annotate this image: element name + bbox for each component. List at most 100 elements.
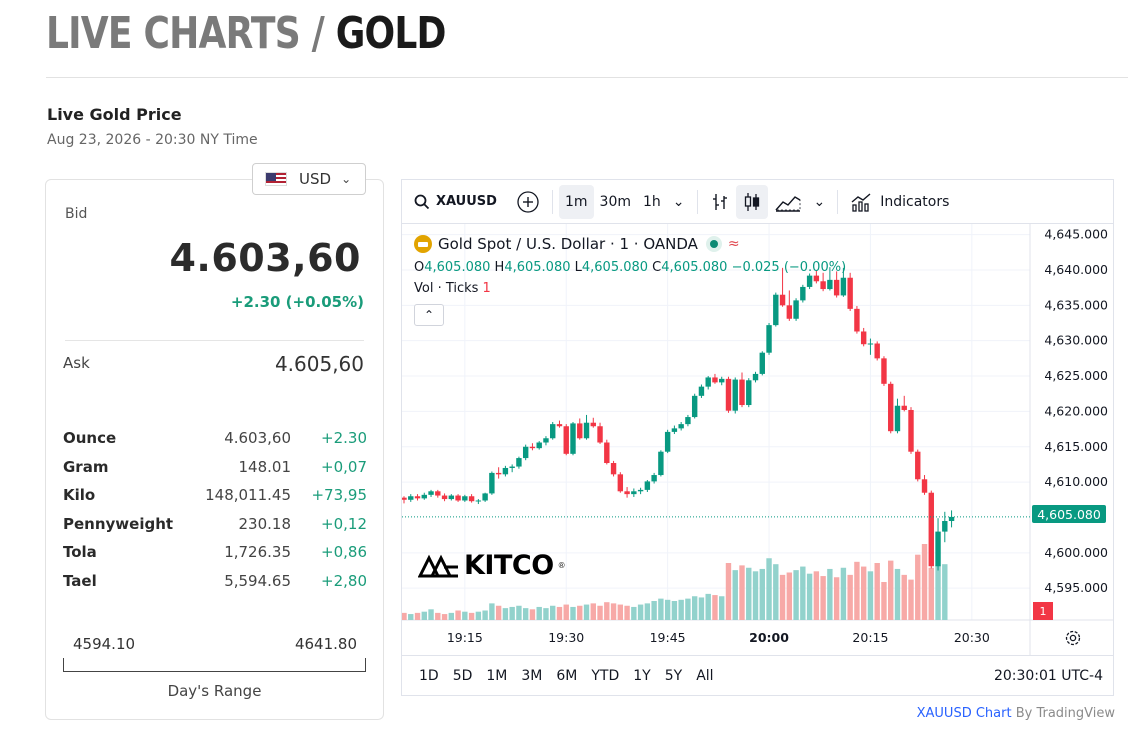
candle-body [631,491,637,495]
volume-bar [806,573,813,620]
legend-instrument-row: Gold Spot / U.S. Dollar · 1 · OANDA ≈ [414,234,846,254]
candle-body [522,446,529,459]
unit-change: +2,80 [321,571,367,590]
unit-value: 148.01 [238,457,292,476]
volume-bar [631,606,637,620]
range-5y-button[interactable]: 5Y [664,667,683,684]
volume-bar [516,605,522,620]
candle-body [820,281,826,290]
volume-bar [502,608,509,620]
volume-bar [867,571,874,620]
chevron-down-icon: ⌄ [672,193,685,210]
legend-volume-row: Vol · Ticks 1 [414,281,846,296]
price-axis-label: 4,630.000 [1044,333,1108,348]
volume-label: Vol · Ticks [414,281,479,296]
candle-body [402,497,407,500]
ohlc-bars-icon [712,193,727,210]
volume-bar [522,608,529,620]
time-axis-label: 19:15 [447,630,483,645]
candle-body [468,496,475,502]
candle-body [935,531,941,567]
volume-value: 1 [482,281,491,296]
unit-change: +73,95 [311,486,367,505]
volume-bar [495,605,502,620]
chevron-up-icon: ⌃ [423,308,435,322]
range-all-button[interactable]: All [696,667,714,684]
volume-bar [773,564,779,620]
candle-body [658,451,664,476]
volume-bar [827,568,833,620]
range-1y-button[interactable]: 1Y [633,667,651,684]
volume-bar [942,564,948,620]
time-axis-label: 20:30 [954,630,990,645]
symbol-search[interactable]: XAUUSD [402,194,510,210]
candle-body [563,426,569,454]
chevron-down-icon: ⌄ [341,172,352,186]
unit-name: Ounce [63,429,117,448]
candle-body [800,286,806,301]
price-card: Bid 4.603,60 +2.30 (+0.05%) Ask 4.605,60… [45,179,384,720]
collapse-legend-button[interactable]: ⌃ [414,304,444,326]
candle-body [502,467,509,475]
ohlc-close: 4,605.080 [661,260,728,275]
unit-price-table: Ounce 4.603,60 +2.30 Gram 148.01 +0,07 K… [63,424,367,595]
volume-bar [435,612,441,620]
candle-body [732,379,738,411]
bar-chart-style-button[interactable] [704,185,736,219]
candle-body [746,380,752,406]
range-1m-button[interactable]: 1M [486,667,508,684]
chart-settings-button[interactable] [1064,629,1082,651]
price-chart[interactable]: 4,645.000 4,640.000 4,635.000 4,630.000 4,62… [402,224,1114,655]
volume-bar [482,610,488,620]
chart-panel[interactable]: XAUUSD 1m 30m 1h ⌄ ⌄ Indicators 4,645.00… [401,179,1114,696]
volume-bar [624,605,630,620]
candle-body [644,481,651,490]
candles-chart-style-button[interactable] [735,184,768,219]
indicators-icon [851,192,871,212]
unit-name: Tael [63,571,97,590]
range-ytd-button[interactable]: YTD [591,667,620,684]
registered-mark: ® [557,561,566,570]
range-3m-button[interactable]: 3M [521,667,543,684]
candle-body [414,496,421,499]
section-heading: Live Gold Price [47,105,182,124]
area-chart-style-button[interactable] [768,185,808,219]
toolbar-divider [552,189,553,214]
range-5d-button[interactable]: 5D [452,667,473,684]
chart-style-dropdown[interactable]: ⌄ [808,185,832,219]
currency-select[interactable]: USD ⌄ [252,163,366,195]
candle-body [624,491,630,495]
xauusd-chart-link[interactable]: XAUUSD Chart [916,706,1012,721]
volume-bar [739,565,745,620]
volume-tag: 1 [1033,602,1053,620]
volume-bar [664,599,671,620]
candle-body [881,358,887,384]
interval-30m[interactable]: 30m [599,193,631,210]
volume-bar [489,603,495,620]
volume-bar [881,582,887,620]
candle-body [827,279,833,290]
title-divider [46,77,1128,78]
candle-body [705,377,711,387]
candle-body [766,325,772,353]
unit-row: Gram 148.01 +0,07 [63,453,367,482]
page-title-main: GOLD [335,8,447,59]
volume-bar [698,597,705,620]
indicators-button[interactable]: Indicators [844,191,955,213]
interval-1h[interactable]: 1h [643,193,661,210]
volume-bar [509,606,515,620]
candle-body [712,377,718,383]
volume-bar [793,570,799,620]
volume-bar [685,598,691,620]
candle-body [874,343,880,359]
interval-1m[interactable]: 1m [559,184,594,219]
compare-symbol-button[interactable] [510,185,546,219]
price-axis-label: 4,635.000 [1044,297,1108,312]
kitco-wordmark: KITCO [464,550,554,581]
range-6m-button[interactable]: 6M [556,667,578,684]
interval-dropdown[interactable]: ⌄ [667,185,691,219]
unit-change: +0,12 [321,514,367,533]
unit-value: 230.18 [238,514,292,533]
volume-bar [888,560,894,620]
range-1d-button[interactable]: 1D [419,667,439,684]
